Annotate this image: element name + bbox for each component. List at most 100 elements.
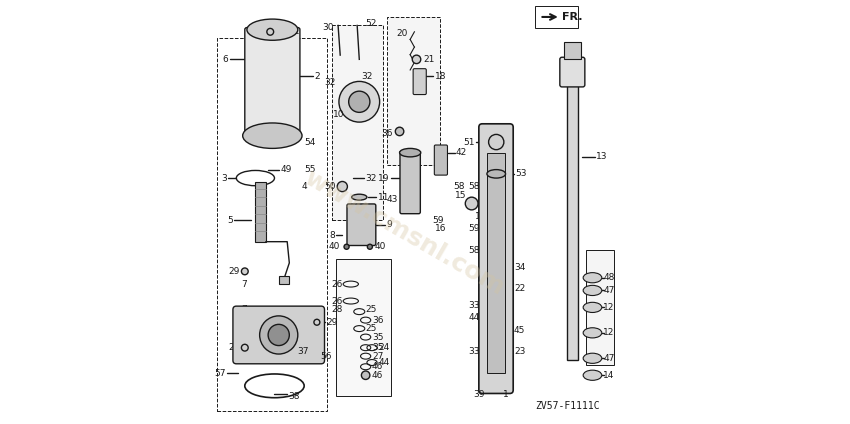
Text: 38: 38	[288, 392, 300, 401]
Text: 50: 50	[325, 182, 336, 191]
Circle shape	[241, 268, 248, 275]
Text: 28: 28	[331, 305, 343, 314]
Text: 29: 29	[229, 267, 240, 276]
Text: 12: 12	[604, 303, 615, 312]
Text: 54: 54	[304, 137, 315, 147]
Text: 32: 32	[365, 173, 377, 183]
Circle shape	[344, 244, 349, 249]
Bar	[487, 153, 505, 373]
Ellipse shape	[583, 285, 602, 296]
Text: 49: 49	[280, 165, 292, 174]
FancyBboxPatch shape	[245, 28, 300, 138]
Text: 51: 51	[463, 137, 475, 147]
Text: 21: 21	[423, 55, 434, 64]
Text: 39: 39	[473, 390, 484, 399]
Text: 36: 36	[372, 315, 383, 325]
Circle shape	[395, 127, 404, 136]
Text: 36: 36	[382, 129, 394, 138]
Text: 22: 22	[514, 284, 525, 293]
Text: 23: 23	[514, 347, 525, 357]
Text: 59: 59	[468, 224, 480, 234]
Text: 48: 48	[604, 273, 615, 282]
Text: 8: 8	[329, 231, 335, 240]
Text: 35: 35	[372, 343, 383, 352]
Text: 2: 2	[314, 72, 320, 81]
Ellipse shape	[352, 194, 367, 200]
Bar	[387, 17, 439, 165]
FancyBboxPatch shape	[560, 57, 585, 87]
Text: 55: 55	[304, 165, 315, 174]
Text: 56: 56	[320, 351, 332, 361]
Text: 30: 30	[322, 23, 334, 32]
Text: 58: 58	[453, 182, 465, 191]
Text: 42: 42	[456, 148, 468, 157]
Circle shape	[268, 324, 289, 346]
Text: 29: 29	[229, 343, 240, 352]
Bar	[218, 38, 327, 411]
Text: 33: 33	[468, 347, 480, 357]
Text: 18: 18	[434, 72, 446, 81]
Text: 16: 16	[434, 224, 446, 234]
Text: 47: 47	[604, 286, 615, 295]
Circle shape	[465, 197, 478, 210]
Circle shape	[348, 91, 370, 112]
Text: 3: 3	[221, 173, 227, 183]
Text: 29: 29	[326, 318, 338, 327]
Text: 11: 11	[377, 192, 389, 202]
Text: 57: 57	[214, 368, 226, 378]
Text: 40: 40	[374, 242, 386, 251]
Ellipse shape	[583, 302, 602, 312]
Circle shape	[259, 316, 298, 354]
Text: 46: 46	[372, 371, 383, 380]
Text: 26: 26	[331, 296, 343, 306]
Ellipse shape	[400, 148, 421, 157]
Text: 12: 12	[604, 328, 615, 338]
Text: 35: 35	[372, 332, 383, 342]
Circle shape	[337, 181, 348, 192]
Text: 26: 26	[331, 279, 343, 289]
Text: 9: 9	[386, 220, 392, 229]
Ellipse shape	[487, 170, 506, 178]
Text: 1: 1	[503, 390, 509, 399]
Text: 7: 7	[241, 305, 246, 314]
Text: FR.: FR.	[562, 12, 582, 22]
Text: 7: 7	[241, 279, 246, 289]
Ellipse shape	[243, 123, 302, 148]
Bar	[567, 85, 578, 360]
FancyBboxPatch shape	[479, 124, 513, 393]
Text: 14: 14	[604, 371, 615, 380]
Text: 34: 34	[514, 262, 525, 272]
FancyBboxPatch shape	[233, 306, 325, 364]
Circle shape	[314, 319, 320, 325]
Bar	[586, 250, 614, 365]
Text: 13: 13	[596, 152, 608, 162]
Text: 25: 25	[366, 305, 377, 314]
Ellipse shape	[583, 328, 602, 338]
Text: 15: 15	[455, 190, 466, 200]
Text: 6: 6	[222, 55, 228, 64]
Bar	[564, 42, 581, 59]
Bar	[336, 259, 391, 396]
FancyBboxPatch shape	[434, 145, 447, 175]
Text: 47: 47	[604, 354, 615, 363]
FancyBboxPatch shape	[413, 69, 426, 95]
Text: www.cmsnl.com: www.cmsnl.com	[299, 166, 508, 301]
Text: 31: 31	[288, 27, 300, 36]
Text: 52: 52	[365, 19, 377, 28]
Text: 40: 40	[329, 242, 340, 251]
Circle shape	[267, 28, 274, 35]
Circle shape	[339, 81, 380, 122]
Circle shape	[412, 55, 421, 64]
Text: 44: 44	[469, 313, 480, 323]
Bar	[279, 276, 289, 284]
Ellipse shape	[246, 19, 298, 40]
Bar	[536, 6, 578, 28]
Text: 59: 59	[433, 216, 444, 225]
FancyBboxPatch shape	[347, 204, 376, 245]
FancyBboxPatch shape	[400, 151, 421, 214]
Bar	[255, 182, 266, 242]
Circle shape	[361, 371, 370, 379]
Text: 20: 20	[397, 29, 408, 39]
Circle shape	[241, 344, 248, 351]
Text: 19: 19	[378, 173, 390, 183]
